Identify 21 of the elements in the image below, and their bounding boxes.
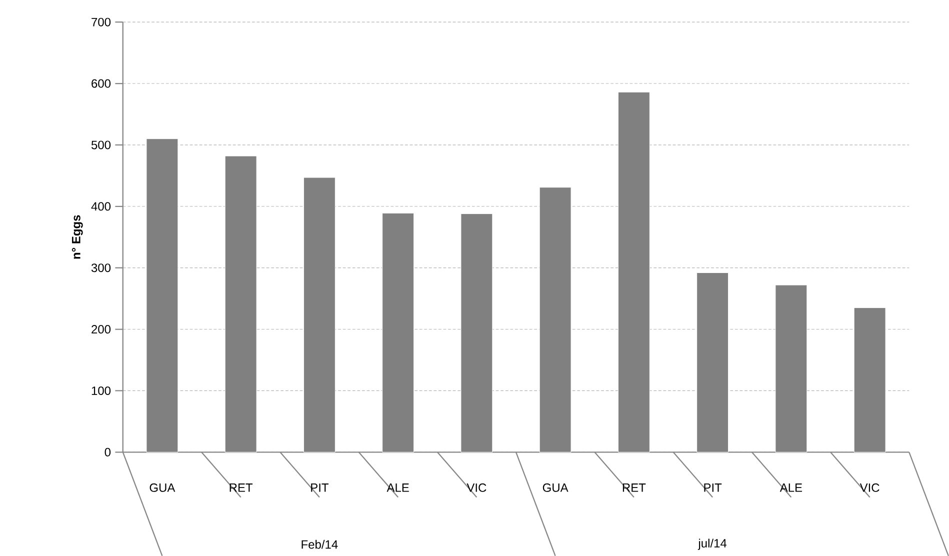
x-tick-label: RET <box>622 483 646 492</box>
y-tick-label: 100 <box>92 386 111 395</box>
y-tick-label: 400 <box>91 202 111 210</box>
x-tick-label: VIC <box>860 483 880 492</box>
x-tick-label: ALE <box>386 483 409 492</box>
x-tick-label: GUA <box>150 483 176 492</box>
y-axis-title: n° Eggs <box>72 215 83 259</box>
y-tick-label: 0 <box>104 448 111 456</box>
x-tick-label: PIT <box>704 483 722 492</box>
text: jul/14 <box>698 538 727 550</box>
x-tick-label: ALE <box>780 483 802 492</box>
y-tick-label: 600 <box>92 79 111 88</box>
x-tick-label: GUA <box>542 483 568 492</box>
y-tick-label: 300 <box>91 263 111 272</box>
text: Feb/14 <box>302 540 338 549</box>
x-tick-label: PIT <box>311 483 328 492</box>
y-tick-label: 700 <box>92 18 111 26</box>
x-tick-label: RET <box>230 483 253 492</box>
y-tick-label: 200 <box>92 324 111 334</box>
x-tick-label: VIC <box>466 483 486 492</box>
y-tick-label: 500 <box>91 140 111 150</box>
